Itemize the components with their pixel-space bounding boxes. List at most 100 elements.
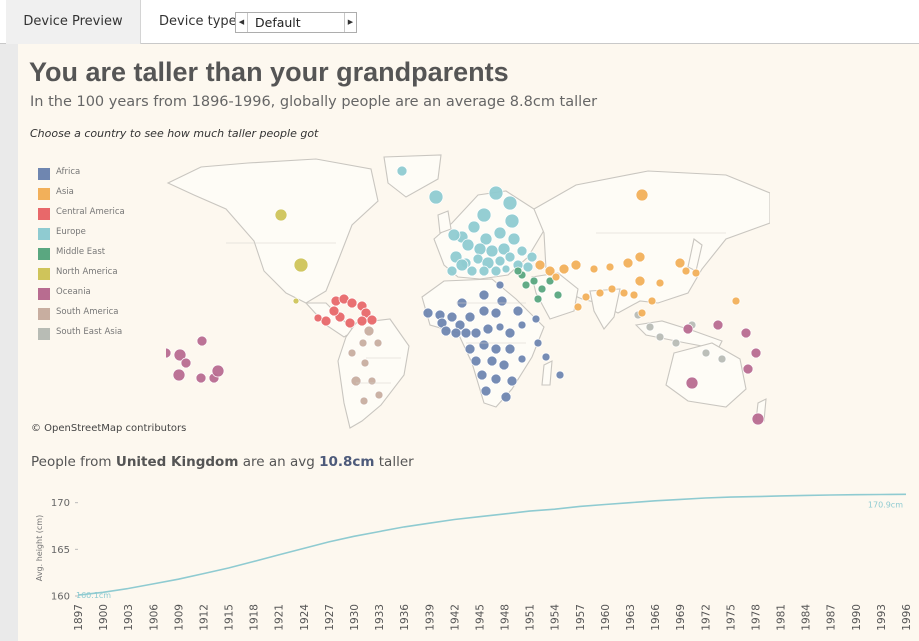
country-marker[interactable] (211, 364, 225, 378)
country-marker[interactable] (605, 262, 615, 272)
country-marker[interactable] (472, 253, 484, 265)
country-marker[interactable] (350, 375, 362, 387)
country-marker[interactable] (544, 265, 556, 277)
country-marker[interactable] (534, 259, 546, 271)
country-marker[interactable] (485, 244, 499, 258)
country-marker[interactable] (495, 280, 505, 290)
country-marker[interactable] (460, 327, 472, 339)
country-marker[interactable] (366, 314, 378, 326)
country-marker[interactable] (507, 232, 521, 246)
country-marker[interactable] (359, 396, 369, 406)
country-marker[interactable] (655, 332, 665, 342)
country-marker[interactable] (533, 338, 543, 348)
country-marker[interactable] (292, 297, 300, 305)
country-marker[interactable] (195, 372, 207, 384)
country-marker[interactable] (517, 320, 527, 330)
country-marker[interactable] (358, 338, 368, 348)
device-preview-tab[interactable]: Device Preview (6, 0, 141, 44)
country-marker[interactable] (422, 307, 434, 319)
country-marker[interactable] (502, 195, 518, 211)
country-marker[interactable] (373, 338, 383, 348)
country-marker[interactable] (595, 288, 605, 298)
country-marker[interactable] (671, 338, 681, 348)
country-marker[interactable] (490, 307, 502, 319)
country-marker[interactable] (529, 276, 539, 286)
country-marker[interactable] (478, 289, 490, 301)
country-marker[interactable] (470, 327, 482, 339)
country-marker[interactable] (712, 319, 724, 331)
country-marker[interactable] (356, 315, 368, 327)
world-map[interactable] (166, 153, 770, 440)
country-marker[interactable] (517, 354, 527, 364)
country-marker[interactable] (740, 327, 752, 339)
country-marker[interactable] (428, 189, 444, 205)
country-marker[interactable] (498, 359, 510, 371)
country-marker[interactable] (691, 268, 701, 278)
country-marker[interactable] (619, 288, 629, 298)
country-marker[interactable] (504, 213, 520, 229)
country-marker[interactable] (495, 322, 505, 332)
country-marker[interactable] (629, 290, 639, 300)
country-marker[interactable] (274, 208, 288, 222)
country-marker[interactable] (467, 220, 481, 234)
country-marker[interactable] (496, 295, 508, 307)
country-marker[interactable] (506, 375, 518, 387)
country-marker[interactable] (470, 355, 482, 367)
country-marker[interactable] (573, 302, 583, 312)
country-marker[interactable] (522, 261, 534, 273)
country-marker[interactable] (504, 343, 516, 355)
country-marker[interactable] (490, 343, 502, 355)
country-marker[interactable] (545, 276, 555, 286)
country-marker[interactable] (553, 290, 563, 300)
country-marker[interactable] (558, 263, 570, 275)
country-marker[interactable] (488, 185, 504, 201)
country-marker[interactable] (374, 390, 384, 400)
country-marker[interactable] (513, 266, 523, 276)
country-marker[interactable] (486, 355, 498, 367)
country-marker[interactable] (551, 272, 561, 282)
country-marker[interactable] (497, 242, 511, 256)
country-marker[interactable] (447, 228, 461, 242)
country-marker[interactable] (645, 322, 655, 332)
country-marker[interactable] (685, 376, 699, 390)
country-marker[interactable] (180, 357, 192, 369)
country-marker[interactable] (555, 370, 565, 380)
country-marker[interactable] (581, 292, 591, 302)
country-marker[interactable] (476, 369, 488, 381)
country-marker[interactable] (504, 327, 516, 339)
country-marker[interactable] (464, 343, 476, 355)
country-marker[interactable] (446, 265, 458, 277)
country-marker[interactable] (750, 347, 762, 359)
previous-arrow-icon[interactable]: ◀ (236, 13, 248, 32)
country-marker[interactable] (537, 284, 547, 294)
country-marker[interactable] (500, 391, 512, 403)
country-marker[interactable] (742, 363, 754, 375)
country-marker[interactable] (172, 368, 186, 382)
country-marker[interactable] (526, 251, 538, 263)
country-marker[interactable] (173, 348, 187, 362)
country-marker[interactable] (647, 296, 657, 306)
country-marker[interactable] (476, 207, 492, 223)
country-marker[interactable] (701, 348, 711, 358)
country-marker[interactable] (570, 259, 582, 271)
country-marker[interactable] (681, 266, 691, 276)
country-marker[interactable] (478, 265, 490, 277)
country-marker[interactable] (466, 265, 478, 277)
country-marker[interactable] (607, 284, 617, 294)
country-marker[interactable] (717, 354, 727, 364)
next-arrow-icon[interactable]: ▶ (344, 13, 356, 32)
country-marker[interactable] (446, 311, 458, 323)
country-marker[interactable] (622, 257, 634, 269)
country-marker[interactable] (478, 339, 490, 351)
country-marker[interactable] (320, 315, 332, 327)
country-marker[interactable] (682, 323, 694, 335)
country-marker[interactable] (363, 325, 375, 337)
country-marker[interactable] (533, 294, 543, 304)
country-marker[interactable] (490, 265, 502, 277)
country-marker[interactable] (346, 297, 358, 309)
country-marker[interactable] (521, 280, 531, 290)
country-marker[interactable] (482, 323, 494, 335)
country-marker[interactable] (328, 305, 340, 317)
country-marker[interactable] (464, 311, 476, 323)
country-marker[interactable] (512, 305, 524, 317)
